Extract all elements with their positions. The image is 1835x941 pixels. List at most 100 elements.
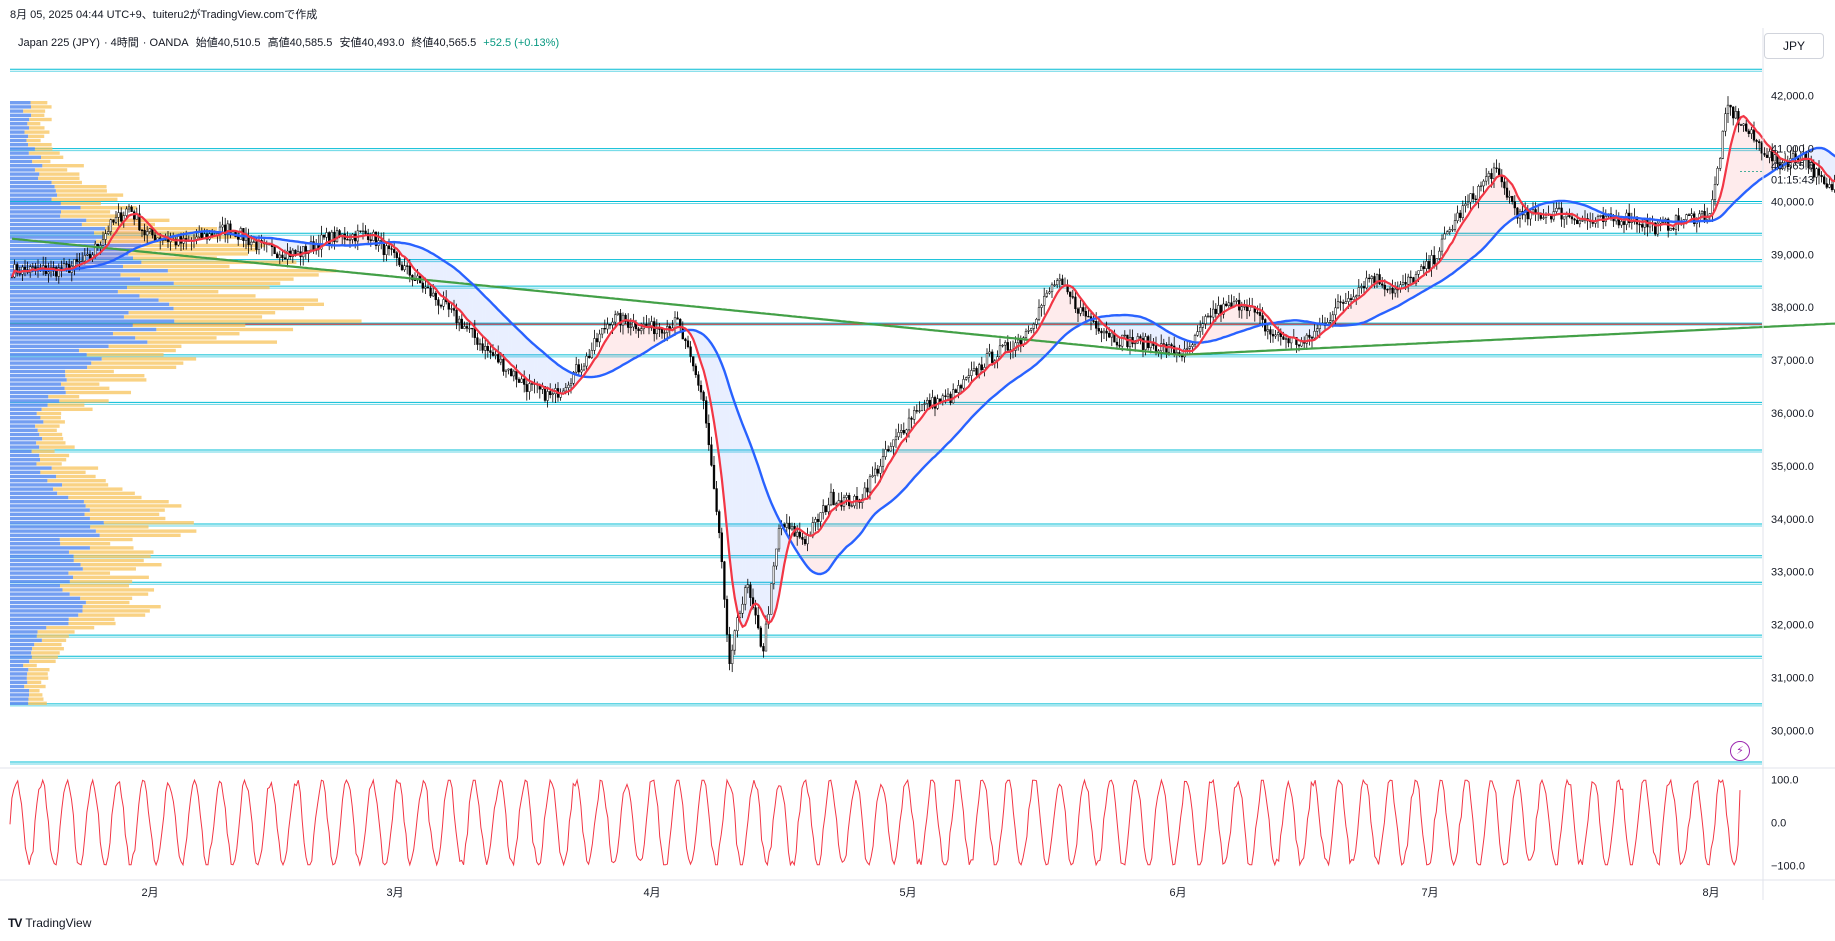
candle-body — [710, 444, 713, 466]
ma-fill-segment — [1286, 320, 1289, 337]
moving-averages — [10, 114, 1835, 629]
candle-body — [1269, 329, 1272, 335]
legend-close: 終値40,565.5 — [411, 37, 477, 49]
price-tick-label: 41,000.0 — [1771, 144, 1814, 156]
ma-fill-segment — [485, 296, 488, 342]
candle-body — [442, 299, 445, 307]
candle-body — [1045, 292, 1048, 297]
candle-body — [699, 385, 703, 393]
ma-fill-segment — [1564, 201, 1567, 214]
candle-body — [291, 249, 294, 258]
candle-body — [871, 475, 874, 478]
candle-body — [455, 310, 458, 323]
volume-bar-up — [10, 277, 141, 281]
candle-body — [138, 213, 141, 231]
candle-body — [1235, 299, 1238, 302]
candle-body — [595, 338, 599, 343]
ma-fill-segment — [909, 429, 912, 484]
ma-fill-segment — [984, 368, 987, 405]
legend-symbol[interactable]: Japan 225 (JPY) — [18, 37, 100, 49]
ma-fill-segment — [1832, 154, 1835, 181]
volume-bar-up — [10, 411, 37, 416]
ma-fill-segment — [1369, 285, 1372, 321]
candle-body — [970, 370, 973, 376]
volume-bar-down — [34, 642, 62, 647]
ma-fill-segment — [103, 247, 106, 265]
ma-fill-segment — [1475, 200, 1479, 256]
candle-body — [1516, 207, 1519, 219]
volume-bar-down — [132, 248, 258, 252]
volume-bar-up — [10, 206, 81, 210]
volume-bar-down — [82, 567, 136, 571]
ma-fill-segment — [545, 353, 548, 389]
ma-fill-segment — [1249, 306, 1253, 329]
volume-bar-down — [59, 584, 129, 588]
volume-bar-up — [10, 109, 24, 113]
candle-body — [465, 326, 469, 329]
volume-bar-up — [10, 369, 66, 374]
candle-body — [1433, 255, 1436, 265]
ma-fill-segment — [823, 520, 826, 574]
month-label-08: 8月 — [1702, 887, 1719, 899]
candle-body — [31, 266, 34, 268]
month-label-04: 4月 — [643, 887, 660, 899]
volume-bar-down — [89, 516, 166, 521]
flash-icon[interactable]: ⚡ — [1730, 741, 1750, 761]
legend-interval[interactable]: 4時間 — [110, 37, 139, 49]
candle-body — [564, 387, 567, 392]
candle-body — [863, 487, 866, 500]
candle-body — [1154, 345, 1158, 353]
candle-body — [588, 355, 591, 358]
volume-bar-up — [10, 420, 44, 424]
volume-bar-down — [55, 189, 107, 193]
volume-bar-up — [10, 672, 28, 676]
price-tick-label: 31,000.0 — [1771, 672, 1814, 684]
volume-bar-down — [133, 256, 217, 260]
ma-fill-segment — [1509, 181, 1513, 222]
candle-body — [1823, 176, 1826, 184]
ma-fill-segment — [836, 504, 839, 559]
candle-body — [1729, 104, 1732, 108]
candle-body — [226, 223, 229, 235]
volume-bar-down — [51, 197, 118, 202]
candle-body — [1638, 223, 1641, 226]
ma-fill-segment — [1756, 131, 1760, 183]
candle-body — [915, 410, 918, 412]
volume-bar-down — [57, 491, 135, 496]
ma-fill-segment — [695, 330, 699, 355]
ma-fill-segment — [451, 265, 454, 306]
candle-body — [790, 526, 794, 530]
time-axis[interactable]: 2月 3月 4月 5月 6月 7月 8月 — [0, 879, 1835, 899]
ma-fill-segment — [888, 460, 891, 504]
volume-bar-down — [122, 264, 230, 269]
ma-fill-segment — [875, 484, 878, 514]
currency-selector[interactable]: JPY — [1764, 33, 1824, 59]
volume-bar-up — [10, 210, 62, 214]
ma-fill-segment — [1002, 352, 1006, 389]
candle-body — [673, 317, 677, 329]
ma-fill-segment — [976, 374, 980, 413]
ma-fill-segment — [1470, 206, 1474, 260]
ma-fill-segment — [812, 533, 816, 574]
ma-fill-segment — [594, 356, 597, 377]
ma-fill-segment — [1228, 307, 1232, 336]
ma-fill-segment — [454, 267, 457, 308]
volume-profile — [10, 101, 362, 706]
ma-fill-segment — [604, 338, 608, 375]
price-axis[interactable]: 30,000.0 31,000.0 32,000.0 33,000.0 34,000.0… — [1762, 28, 1814, 900]
candle-body — [954, 389, 957, 393]
candle-body — [845, 495, 848, 498]
oscillator-tick-label: 0.0 — [1771, 818, 1786, 830]
candle-body — [582, 365, 586, 371]
ma-fill-segment — [1013, 347, 1016, 381]
volume-bar-down — [99, 533, 181, 538]
ma-fill-segment — [469, 281, 473, 325]
candle-body — [1053, 284, 1056, 286]
candle-body — [1768, 151, 1771, 158]
ma-fill-segment — [820, 524, 824, 574]
volume-bar-down — [39, 453, 70, 458]
volume-bar-up — [10, 626, 47, 630]
candle-body — [1001, 344, 1004, 347]
candle-body — [1448, 229, 1451, 233]
